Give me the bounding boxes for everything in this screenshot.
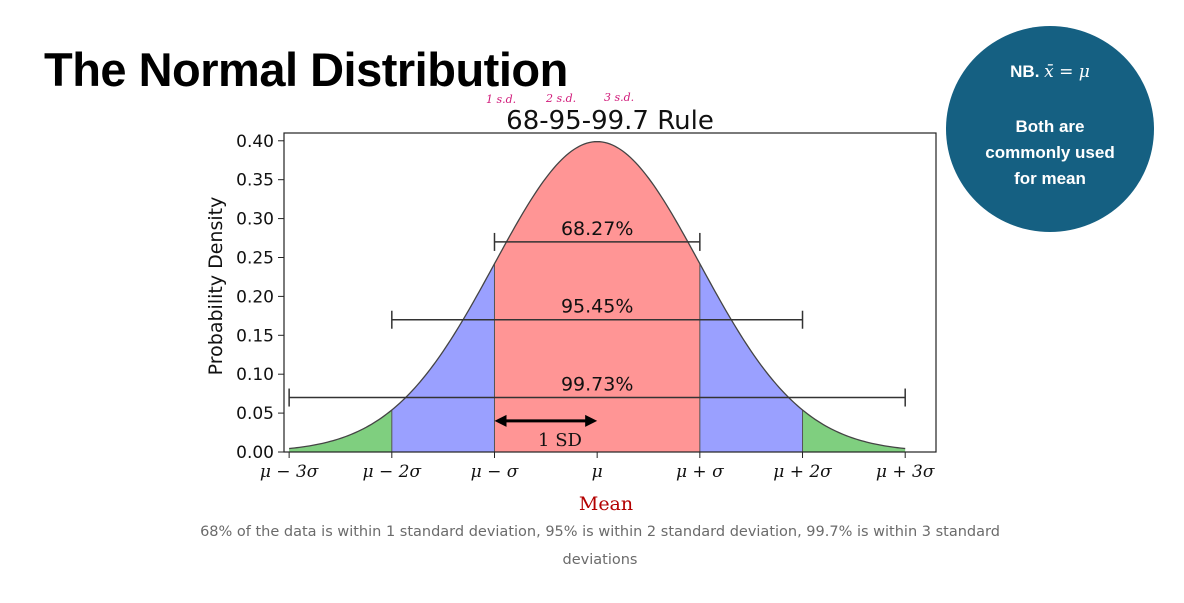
sd-arrow-head-left [494, 414, 507, 427]
y-tick-label: 0.05 [236, 404, 274, 424]
handwritten-2sd: 2 s.d. [545, 92, 576, 105]
region-within-1sd [494, 141, 700, 452]
badge-note-prefix: NB. [1010, 62, 1045, 81]
x-tick-label: μ + σ [676, 462, 724, 482]
y-axis-label: Probability Density [205, 197, 227, 376]
bracket-label: 95.45% [561, 296, 633, 318]
handwritten-3sd: 3 s.d. [604, 91, 634, 104]
badge-note-line: NB. x̄ = μ [946, 62, 1154, 82]
curve-layer [289, 140, 906, 450]
y-tick-label: 0.25 [236, 248, 274, 268]
brackets-layer: 68.27% 95.45% 99.73% [288, 218, 906, 427]
region-within-3sd-right [802, 409, 906, 452]
chart-title: 68-95-99.7 Rule [506, 106, 714, 136]
slide-title: The Normal Distribution [44, 43, 568, 96]
x-tick-label: μ − σ [471, 462, 519, 482]
bracket-label: 68.27% [561, 218, 633, 240]
mean-label: Mean [579, 493, 633, 515]
axes-layer: 0.00 0.05 0.10 0.15 0.20 0.25 0.30 0.35 0.40 μ − … [236, 132, 937, 482]
sd-arrow-head-right [585, 414, 598, 427]
y-tick-label: 0.10 [236, 365, 274, 385]
x-tick-label: μ [592, 462, 603, 482]
region-within-3sd-left [289, 409, 392, 452]
handwritten-1sd: 1 s.d. [486, 93, 516, 106]
y-tick-label: 0.30 [236, 210, 274, 230]
y-tick-label: 0.40 [236, 132, 274, 152]
plot-frame [283, 132, 937, 453]
x-tick-label: μ − 2σ [363, 462, 422, 482]
x-tick-label: μ − 3σ [260, 462, 319, 482]
badge-note-formula: x̄ = μ [1044, 62, 1090, 82]
badge-note-text: Both are commonly used for mean [985, 117, 1115, 188]
sd-arrow-label: 1 SD [538, 430, 582, 451]
y-tick-label: 0.35 [236, 171, 274, 191]
x-tick-label: μ + 3σ [876, 462, 935, 482]
caption-text: 68% of the data is within 1 standard dev… [200, 524, 1000, 568]
y-tick-label: 0.20 [236, 287, 274, 307]
x-tick-label: μ + 2σ [773, 462, 832, 482]
note-badge: NB. x̄ = μ Both are commonly used for me… [946, 26, 1154, 232]
density-curve [289, 140, 906, 450]
bracket-label: 99.73% [561, 374, 633, 396]
y-tick-label: 0.15 [236, 326, 274, 346]
y-tick-label: 0.00 [236, 443, 274, 463]
